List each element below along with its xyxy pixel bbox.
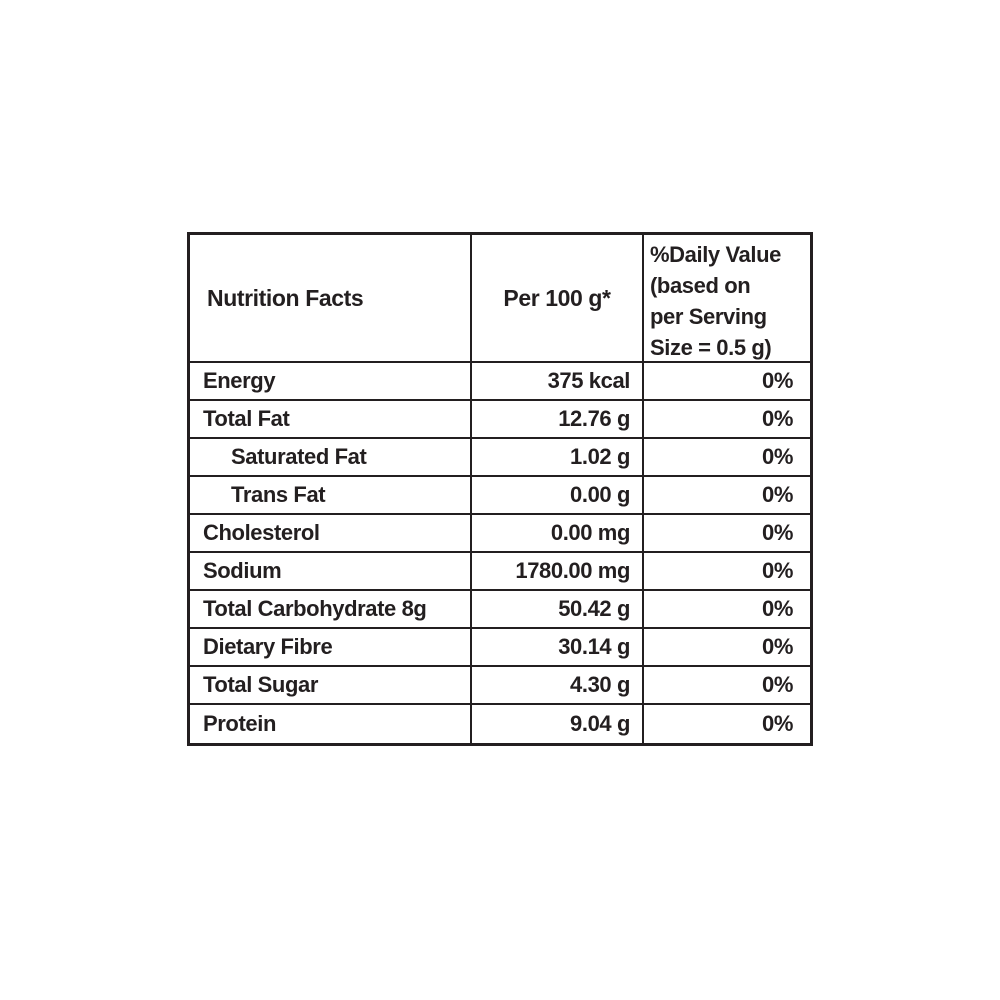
row-daily-value: 0% (762, 596, 793, 621)
table-row-total-carbohydrate: Total Carbohydrate 8g 50.42 g 0% (190, 591, 810, 629)
row-amount: 4.30 g (472, 667, 644, 703)
header-daily-value: %Daily Value (based on per Serving Size … (644, 235, 810, 361)
row-label: Total Carbohydrate 8g (190, 591, 472, 627)
row-daily-value: 0% (762, 672, 793, 697)
row-daily-value: 0% (762, 711, 793, 736)
table-row-protein: Protein 9.04 g 0% (190, 705, 810, 743)
table-row-total-fat: Total Fat 12.76 g 0% (190, 401, 810, 439)
table-row-trans-fat: Trans Fat 0.00 g 0% (190, 477, 810, 515)
row-daily-value: 0% (762, 558, 793, 583)
row-label: Dietary Fibre (190, 629, 472, 665)
table-row-sodium: Sodium 1780.00 mg 0% (190, 553, 810, 591)
row-label: Energy (190, 363, 472, 399)
row-amount: 12.76 g (472, 401, 644, 437)
table-row-saturated-fat: Saturated Fat 1.02 g 0% (190, 439, 810, 477)
header-daily-value-line: (based on (650, 273, 751, 298)
table-header-row: Nutrition Facts Per 100 g* %Daily Value … (190, 235, 810, 363)
row-daily-value: 0% (762, 520, 793, 545)
row-label: Trans Fat (190, 477, 472, 513)
row-amount: 1780.00 mg (472, 553, 644, 589)
table-row-cholesterol: Cholesterol 0.00 mg 0% (190, 515, 810, 553)
row-daily-value: 0% (762, 444, 793, 469)
row-daily-value: 0% (762, 634, 793, 659)
row-daily-value: 0% (762, 482, 793, 507)
row-label: Saturated Fat (190, 439, 472, 475)
header-daily-value-line: per Serving (650, 304, 767, 329)
row-amount: 375 kcal (472, 363, 644, 399)
table-row-energy: Energy 375 kcal 0% (190, 363, 810, 401)
row-amount: 0.00 g (472, 477, 644, 513)
row-label: Protein (190, 705, 472, 743)
nutrition-facts-table: Nutrition Facts Per 100 g* %Daily Value … (187, 232, 813, 746)
header-daily-value-line: Size = 0.5 g) (650, 335, 772, 360)
row-daily-value: 0% (762, 406, 793, 431)
row-label: Total Fat (190, 401, 472, 437)
header-daily-value-line: %Daily Value (650, 242, 781, 267)
row-amount: 30.14 g (472, 629, 644, 665)
header-per-100g: Per 100 g* (472, 235, 644, 361)
header-nutrition-facts: Nutrition Facts (190, 235, 472, 361)
row-label: Cholesterol (190, 515, 472, 551)
table-row-dietary-fibre: Dietary Fibre 30.14 g 0% (190, 629, 810, 667)
row-amount: 0.00 mg (472, 515, 644, 551)
row-amount: 50.42 g (472, 591, 644, 627)
row-label: Sodium (190, 553, 472, 589)
row-label: Total Sugar (190, 667, 472, 703)
row-daily-value: 0% (762, 368, 793, 393)
table-row-total-sugar: Total Sugar 4.30 g 0% (190, 667, 810, 705)
row-amount: 1.02 g (472, 439, 644, 475)
row-amount: 9.04 g (472, 705, 644, 743)
